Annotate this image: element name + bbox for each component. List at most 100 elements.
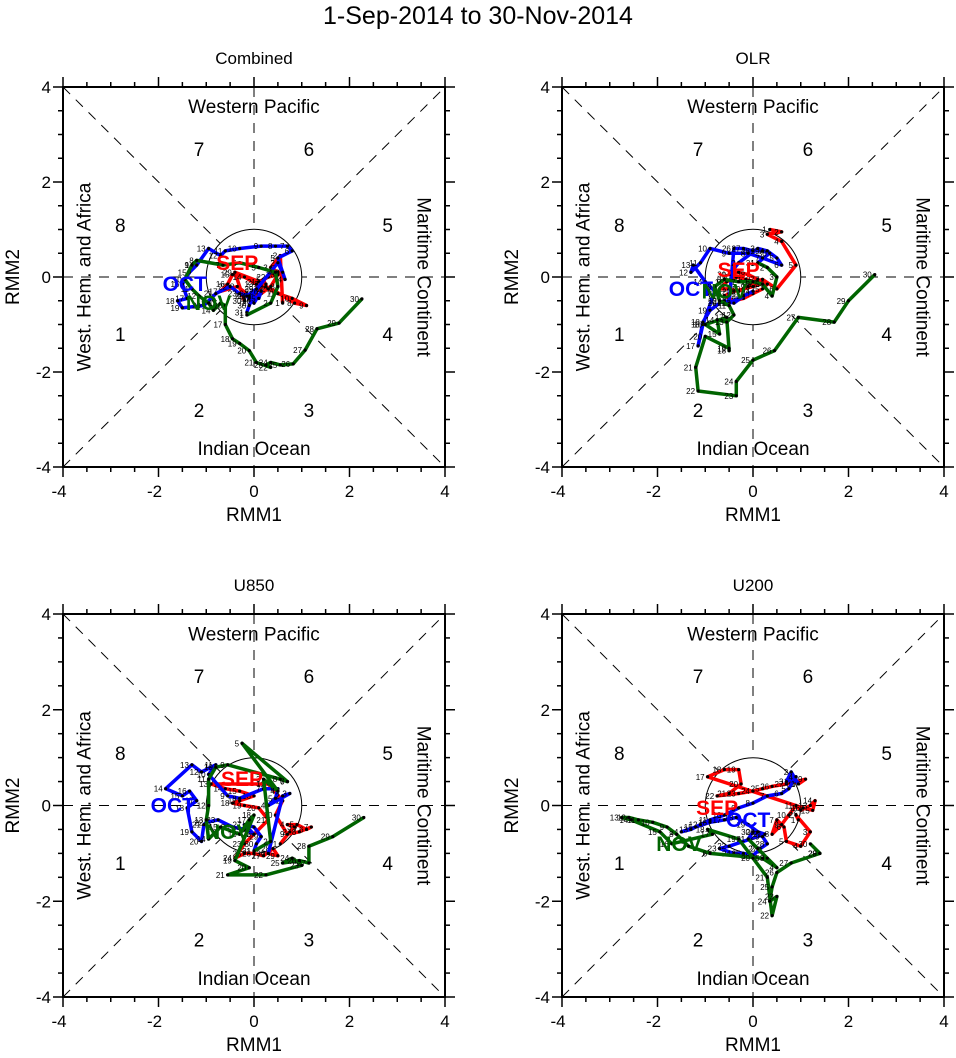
day-point [727,346,731,350]
day-label: 6 [232,259,237,268]
day-point [658,830,662,834]
day-label: 8 [741,249,746,258]
day-point [214,765,218,769]
day-label: 25 [751,785,760,794]
day-point [799,844,803,848]
day-label: 12 [722,311,731,320]
day-label: 14 [619,816,628,825]
day-point [242,275,247,279]
day-label: 8 [765,830,770,839]
day-point [727,251,731,255]
day-label: 6 [777,823,782,832]
day-point [199,839,204,844]
day-label: 19 [233,802,242,811]
day-label: 5 [256,275,261,284]
day-point [768,251,772,255]
day-point [717,846,722,851]
day-point [266,287,270,291]
day-point [732,289,736,293]
day-label: 28 [736,271,745,280]
day-point [760,277,765,281]
day-label: 8 [273,775,278,784]
x-tick-label: 0 [748,1012,757,1031]
day-label: 30 [350,295,359,304]
day-point [737,837,741,841]
day-label: 12 [256,780,265,789]
day-label: 15 [801,806,810,815]
day-label: 5 [268,794,273,803]
day-label: 29 [266,852,275,861]
phase-number: 2 [693,931,704,952]
day-point [756,246,760,251]
day-label: 9 [184,261,189,270]
x-tick-label: -2 [147,1012,162,1031]
day-label: 11 [204,761,213,770]
phase-number: 5 [382,744,393,765]
day-label: 18 [741,283,750,292]
day-point [285,832,290,836]
day-point [751,280,755,284]
phase-number: 3 [803,931,814,952]
day-point [315,327,319,331]
day-point [238,246,242,251]
day-label: 24 [223,854,232,863]
y-tick-label: -2 [535,892,550,911]
day-point [775,818,779,822]
day-point [207,837,211,841]
day-label: 8 [287,299,292,308]
day-point [703,334,707,338]
day-point [207,246,211,251]
day-label: 5 [755,854,760,863]
day-label: 6 [774,261,779,270]
day-label: 19 [736,821,745,830]
day-label: 13 [715,318,724,327]
day-point [269,284,273,289]
day-point [737,806,741,810]
day-label: 30 [717,271,726,280]
day-point [218,254,223,258]
y-tick-label: 2 [42,701,51,720]
y-axis-label: RMM2 [3,778,24,834]
day-label: 28 [261,845,270,854]
day-label: 19 [223,857,232,866]
region-label-right: Maritime Continent [412,197,433,357]
day-point [257,806,261,810]
day-label: 11 [699,816,708,825]
x-tick-label: 0 [249,482,258,501]
day-label: 23 [708,845,717,854]
day-point [629,818,633,822]
day-label: 3 [275,268,280,277]
day-label: 30 [352,813,361,822]
day-point [273,244,278,248]
phase-number: 6 [304,667,315,688]
panel-title: OLR [736,49,771,68]
day-label: 17 [696,773,705,782]
day-label: 12 [197,802,206,811]
day-label: 6 [774,790,779,799]
day-point [696,389,700,393]
region-label-bottom: Indian Ocean [197,439,310,460]
day-point [751,284,755,289]
day-point [780,239,784,243]
day-label: 2 [760,264,765,273]
day-point [708,851,712,855]
phase-number: 8 [115,216,126,237]
day-label: 12 [679,268,688,277]
day-point [214,292,218,296]
day-point [278,363,282,367]
day-label: 12 [187,292,196,301]
day-point [811,808,815,812]
day-point [691,263,695,267]
day-point [190,830,194,834]
day-point [765,282,769,286]
day-point [252,794,256,798]
day-label: 21 [204,290,213,299]
day-point [230,825,235,829]
day-label: 15 [648,828,657,837]
day-label: 13 [244,280,253,289]
day-label: 16 [213,302,222,311]
day-label: 7 [760,792,765,801]
day-point [247,866,251,870]
day-label: 19 [170,304,179,313]
